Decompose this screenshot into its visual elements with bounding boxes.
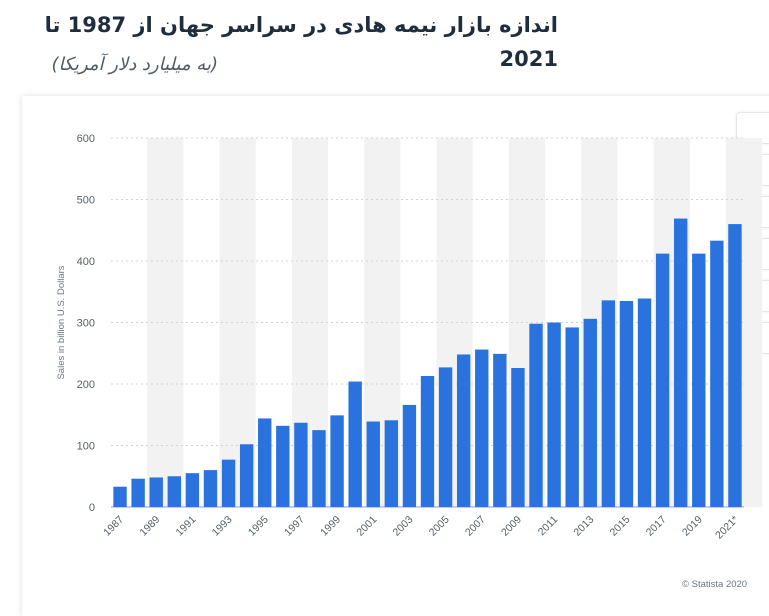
bar-2009[interactable] xyxy=(511,368,525,507)
x-tick-label: 2019 xyxy=(680,514,705,539)
bar-1988[interactable] xyxy=(131,478,145,507)
x-tick-label: 2013 xyxy=(571,514,596,539)
bar-1993[interactable] xyxy=(221,459,236,507)
y-tick-label: 300 xyxy=(77,318,95,330)
x-tick-label: 1997 xyxy=(282,514,307,539)
y-tick-label: 600 xyxy=(77,133,95,145)
band-layer xyxy=(147,138,763,507)
bar-2006[interactable] xyxy=(456,354,471,507)
bar-2000[interactable] xyxy=(348,381,362,507)
x-tick-label: 1987 xyxy=(101,514,126,539)
x-tick-label: 1995 xyxy=(246,514,271,539)
bar-1997[interactable] xyxy=(294,422,308,507)
chart-title: اندازه بازار نیمه هادی در سراسر جهان از … xyxy=(44,13,558,71)
bar-2005[interactable] xyxy=(438,367,453,507)
bar-1998[interactable] xyxy=(312,430,326,508)
bar-2014[interactable] xyxy=(601,300,616,507)
x-tick-label: 2021* xyxy=(713,514,741,542)
bar-layer xyxy=(113,218,742,508)
x-tick-label: 2009 xyxy=(499,514,524,539)
y-axis-label: Sales in billion U.S. Dollars xyxy=(56,265,67,379)
bar-2007[interactable] xyxy=(475,349,489,507)
x-tick-label: 2011 xyxy=(536,514,561,539)
x-tick-label: 2003 xyxy=(391,514,416,539)
y-tick-layer: 0 100 200 300 400 500 600 xyxy=(77,133,95,514)
x-tick-layer: 1987 1989 1991 1993 1995 1997 1999 2001 2003 2005… xyxy=(101,514,741,542)
bar-2003[interactable] xyxy=(402,404,417,507)
x-tick-label: 1999 xyxy=(318,514,343,539)
bar-1994[interactable] xyxy=(239,444,254,507)
x-tick-label: 2007 xyxy=(463,514,488,539)
x-tick-label: 2017 xyxy=(644,514,669,539)
bar-1989[interactable] xyxy=(149,477,163,507)
y-tick-label: 200 xyxy=(77,379,95,391)
x-tick-label: 1993 xyxy=(210,514,235,539)
bar-2016[interactable] xyxy=(637,298,652,507)
bar-2013[interactable] xyxy=(583,318,597,507)
x-tick-label: 1989 xyxy=(137,514,162,539)
x-tick-label: 2001 xyxy=(354,514,379,539)
bar-1987[interactable] xyxy=(113,486,127,507)
bar-2002[interactable] xyxy=(384,420,399,507)
y-tick-label: 400 xyxy=(77,256,95,268)
bar-2021*[interactable] xyxy=(728,224,742,507)
bar-2008[interactable] xyxy=(493,353,507,507)
bar-chart: 0 100 200 300 400 500 600 1987 1989 1991 1993 1995… xyxy=(56,133,763,542)
bar-2019[interactable] xyxy=(692,253,706,507)
bar-2004[interactable] xyxy=(420,376,435,507)
bar-1995[interactable] xyxy=(258,418,272,507)
bar-2012[interactable] xyxy=(565,327,579,507)
statista-credit: © Statista 2020 xyxy=(682,579,748,590)
bar-2015[interactable] xyxy=(619,300,634,507)
bar-2020[interactable] xyxy=(710,240,724,507)
bar-2011[interactable] xyxy=(547,322,561,508)
bar-1996[interactable] xyxy=(276,425,290,507)
chart-subtitle: (به میلیارد دلار آمریکا) xyxy=(51,54,218,75)
bar-1999[interactable] xyxy=(330,415,344,507)
bar-1991[interactable] xyxy=(185,473,200,507)
y-tick-label: 100 xyxy=(77,441,95,453)
x-tick-label: 1991 xyxy=(174,514,199,539)
bar-2010[interactable] xyxy=(529,323,543,507)
bar-2018[interactable] xyxy=(674,218,688,507)
bar-2017[interactable] xyxy=(655,253,670,507)
bar-1992[interactable] xyxy=(203,470,218,507)
y-tick-label: 500 xyxy=(77,195,95,207)
y-tick-label: 0 xyxy=(89,502,95,514)
bar-2001[interactable] xyxy=(366,421,380,507)
x-tick-label: 2015 xyxy=(608,514,633,539)
x-tick-label: 2005 xyxy=(427,514,452,539)
bar-1990[interactable] xyxy=(167,476,181,507)
